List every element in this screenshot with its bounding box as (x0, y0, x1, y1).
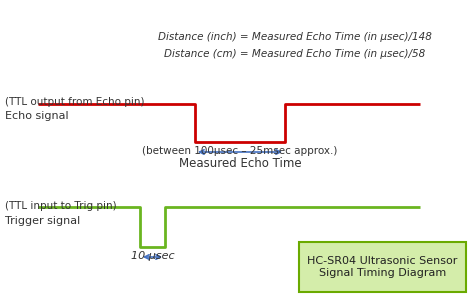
Text: 10 μsec: 10 μsec (131, 251, 174, 261)
Text: Echo signal: Echo signal (5, 111, 69, 121)
Text: Distance (cm) = Measured Echo Time (in μsec)/58: Distance (cm) = Measured Echo Time (in μ… (164, 49, 426, 59)
FancyBboxPatch shape (299, 242, 466, 292)
Text: Measured Echo Time: Measured Echo Time (179, 157, 301, 170)
Text: Trigger signal: Trigger signal (5, 216, 80, 226)
Text: (between 100μsec – 25msec approx.): (between 100μsec – 25msec approx.) (142, 146, 337, 156)
Text: HC-SR04 Ultrasonic Sensor
Signal Timing Diagram: HC-SR04 Ultrasonic Sensor Signal Timing … (307, 256, 458, 278)
Text: (TTL input to Trig pin): (TTL input to Trig pin) (5, 201, 117, 211)
Text: (TTL output from Echo pin): (TTL output from Echo pin) (5, 97, 145, 107)
Text: Distance (inch) = Measured Echo Time (in μsec)/148: Distance (inch) = Measured Echo Time (in… (158, 32, 432, 42)
